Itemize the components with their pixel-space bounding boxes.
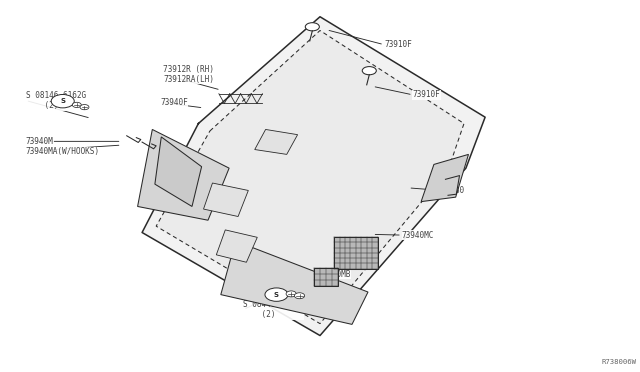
Text: S: S — [60, 98, 65, 104]
Text: 73940F: 73940F — [160, 98, 188, 107]
Text: 73910F: 73910F — [413, 90, 440, 99]
Text: 73910F: 73910F — [384, 40, 412, 49]
Polygon shape — [255, 129, 298, 154]
Polygon shape — [142, 17, 485, 336]
Text: S: S — [274, 292, 279, 298]
Circle shape — [362, 67, 376, 75]
Polygon shape — [204, 183, 248, 217]
Polygon shape — [138, 129, 229, 220]
Text: 73912R (RH)
73912RA(LH): 73912R (RH) 73912RA(LH) — [163, 65, 214, 84]
Bar — [334, 237, 378, 269]
Text: 73940MC: 73940MC — [402, 231, 435, 240]
Text: S 08440-61600
    (2): S 08440-61600 (2) — [243, 300, 303, 319]
Circle shape — [51, 94, 74, 108]
Circle shape — [80, 105, 89, 110]
Polygon shape — [155, 137, 202, 206]
Text: 73940MA(W/HOOKS): 73940MA(W/HOOKS) — [26, 147, 100, 156]
Polygon shape — [156, 31, 464, 324]
Polygon shape — [421, 154, 468, 202]
Circle shape — [72, 102, 81, 108]
Text: R738006W: R738006W — [602, 359, 637, 365]
Text: 73940MB: 73940MB — [318, 270, 351, 279]
Circle shape — [265, 288, 288, 301]
Polygon shape — [221, 241, 368, 324]
Bar — [314, 268, 338, 286]
Text: 739B0: 739B0 — [442, 186, 465, 195]
Polygon shape — [216, 230, 257, 262]
Text: 73940M: 73940M — [26, 137, 53, 146]
Circle shape — [286, 291, 296, 297]
Circle shape — [305, 23, 319, 31]
Circle shape — [294, 293, 305, 299]
Text: S 08146-6162G
    (2): S 08146-6162G (2) — [26, 91, 86, 110]
